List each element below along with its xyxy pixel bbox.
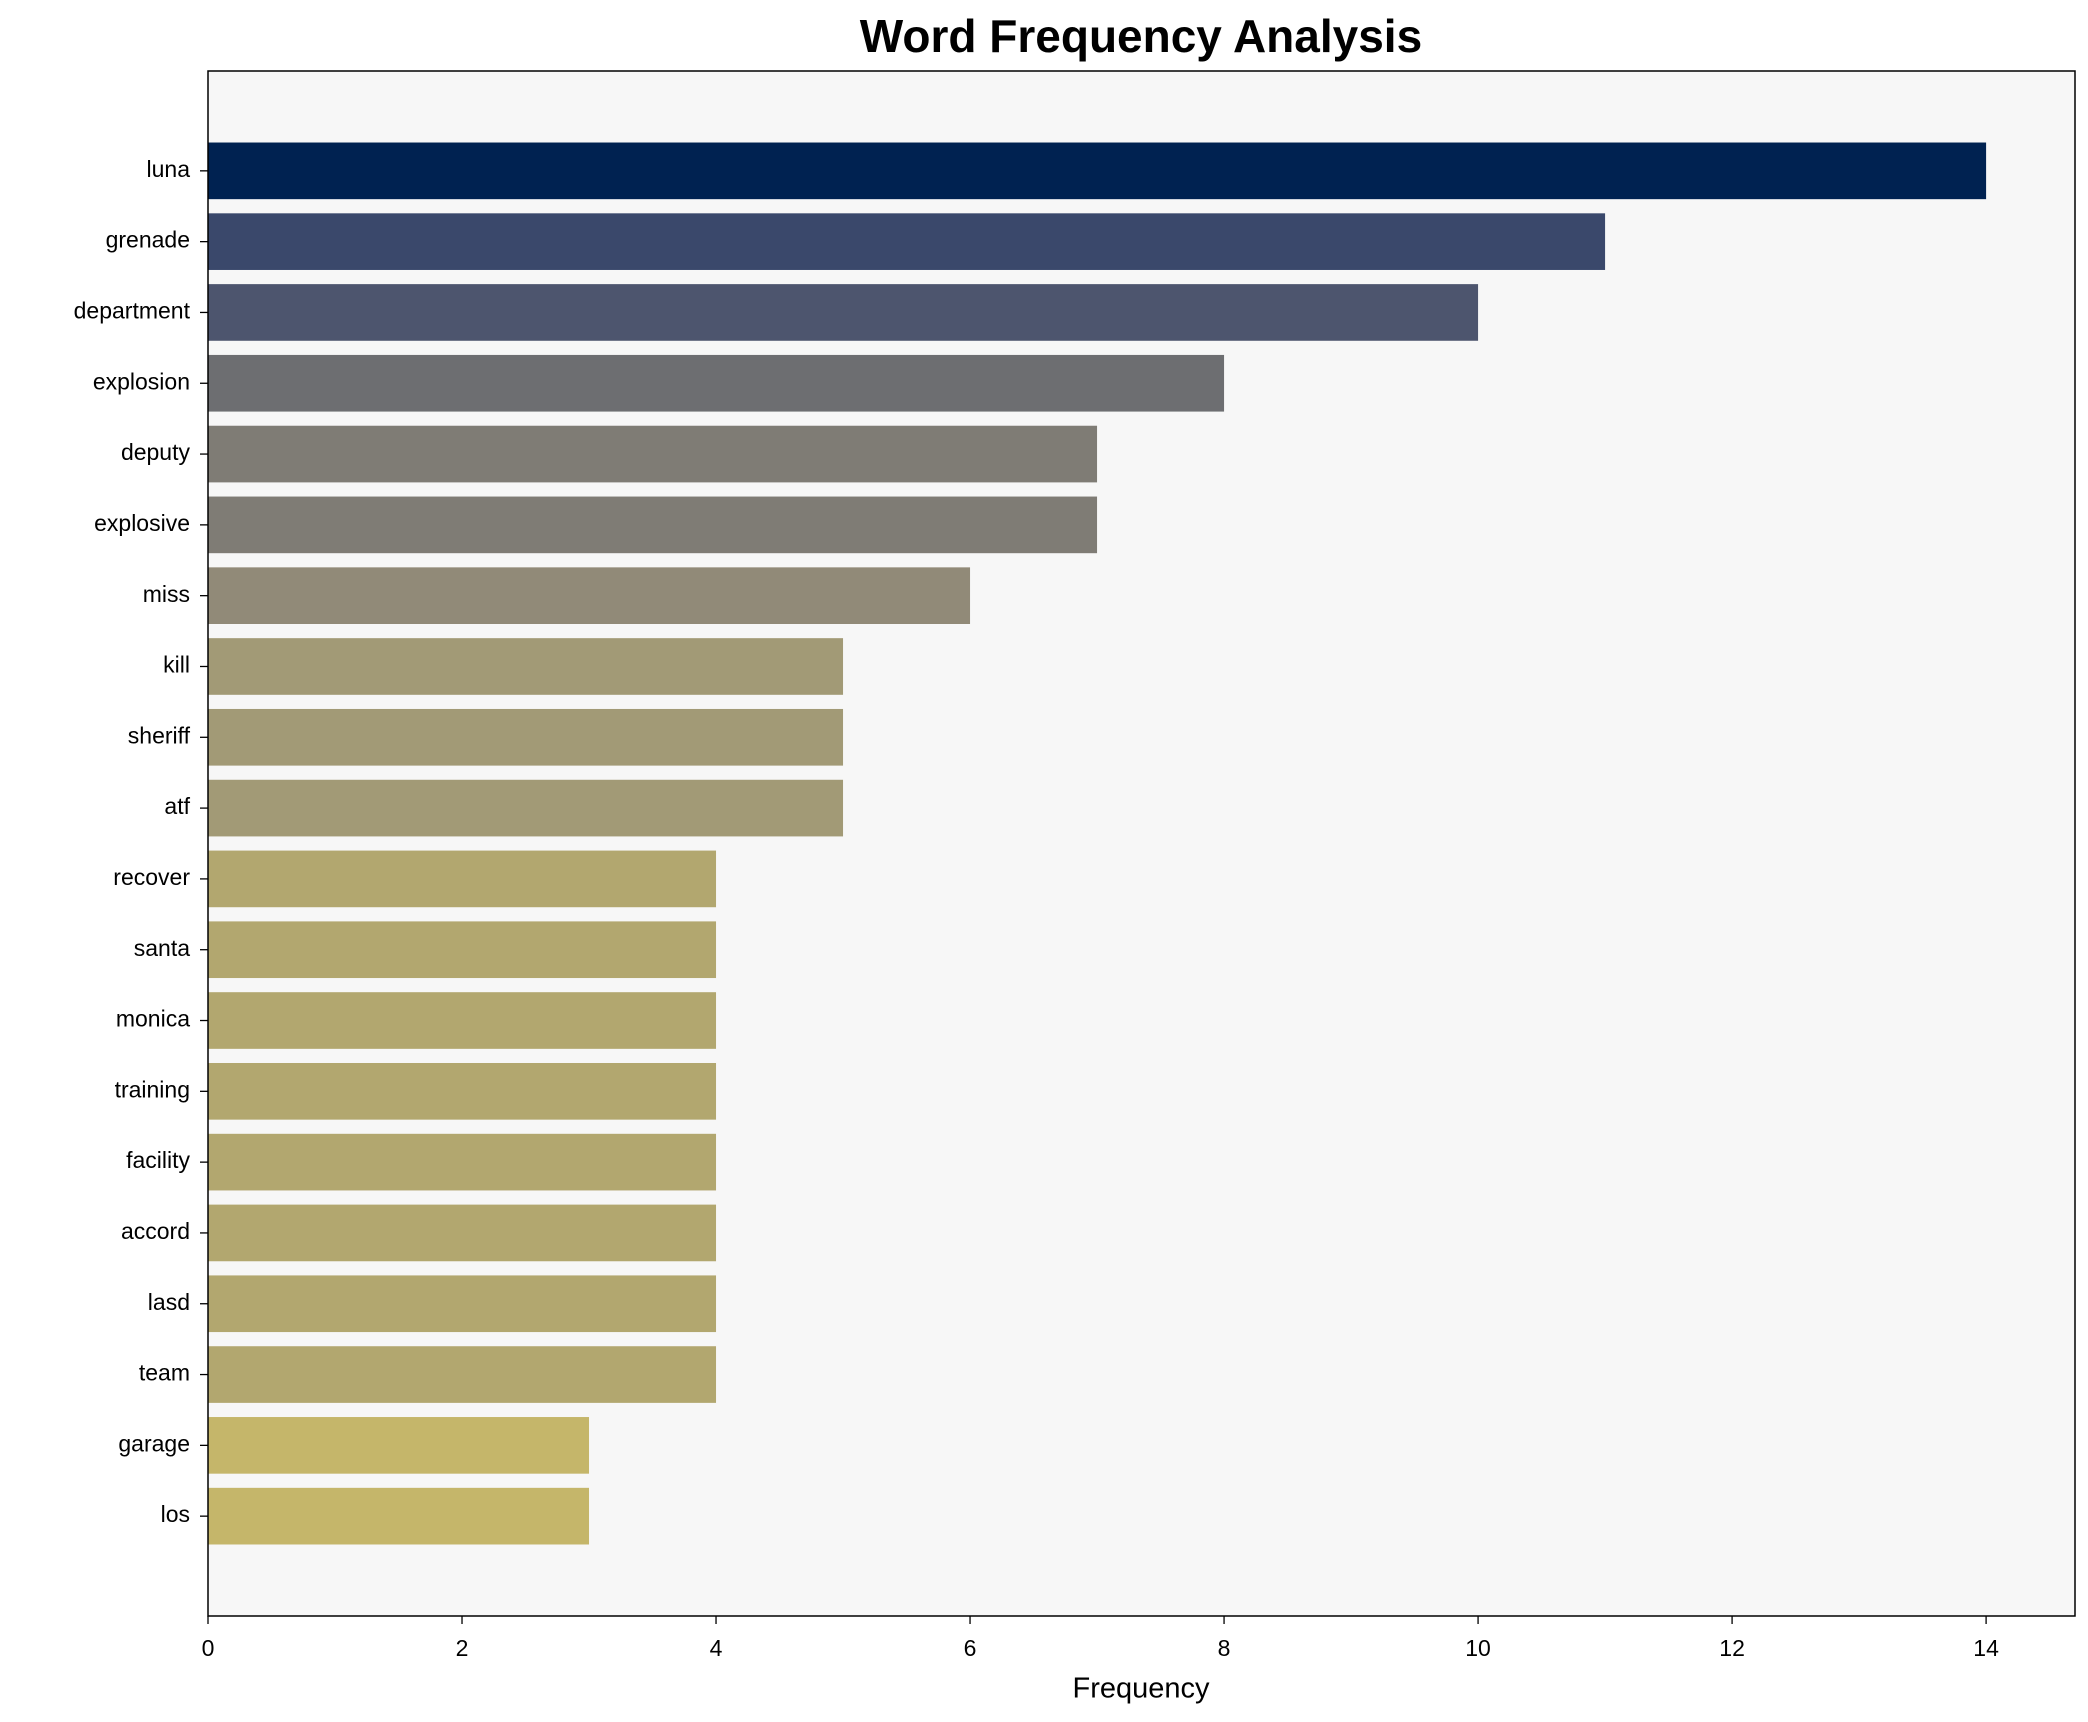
bar [208, 567, 971, 624]
y-tick-label: accord [121, 1218, 190, 1244]
y-tick-label: deputy [121, 439, 191, 465]
bar [208, 1487, 590, 1545]
x-axis-label: Frequency [1072, 1673, 1210, 1705]
y-tick-label: luna [147, 156, 191, 182]
x-tick-label: 4 [710, 1635, 723, 1661]
bar [208, 921, 717, 979]
bar [208, 142, 1987, 200]
y-tick-label: santa [134, 935, 190, 961]
bar [208, 1063, 717, 1120]
y-tick-label: explosion [93, 368, 190, 394]
y-tick-label: monica [116, 1006, 190, 1032]
y-tick-label: garage [118, 1430, 190, 1456]
y-tick-label: sheriff [128, 722, 191, 748]
bar [208, 1133, 717, 1191]
x-tick-label: 10 [1465, 1635, 1491, 1661]
bar [208, 1346, 717, 1403]
bar [208, 638, 844, 695]
y-tick-label: miss [143, 581, 190, 607]
bar [208, 1275, 717, 1333]
bar [208, 425, 1098, 483]
x-tick-label: 14 [1973, 1635, 1999, 1661]
y-tick-label: grenade [106, 227, 190, 253]
y-tick-label: explosive [94, 510, 190, 536]
y-tick-label: lasd [148, 1289, 190, 1315]
bar [208, 213, 1606, 270]
bar [208, 1417, 590, 1474]
x-tick-label: 8 [1218, 1635, 1231, 1661]
bar [208, 779, 844, 837]
chart-title: Word Frequency Analysis [860, 10, 1422, 62]
y-tick-label: training [115, 1076, 190, 1102]
bar [208, 992, 717, 1049]
marks: 0 2 4 6 8 10 12 14 luna grenade department explosio… [74, 142, 1999, 1661]
bar [208, 354, 1225, 412]
y-tick-label: facility [126, 1147, 190, 1173]
y-tick-label: atf [164, 793, 190, 819]
y-tick-label: los [161, 1501, 190, 1527]
x-tick-label: 0 [202, 1635, 215, 1661]
x-tick-label: 2 [456, 1635, 469, 1661]
bar [208, 850, 717, 908]
y-tick-label: recover [113, 864, 190, 890]
x-tick-label: 6 [964, 1635, 977, 1661]
bar [208, 708, 844, 766]
bar [208, 1204, 717, 1262]
bar [208, 284, 1479, 341]
x-tick-label: 12 [1719, 1635, 1745, 1661]
plot-frame [207, 70, 2076, 1617]
y-tick-label: department [74, 298, 191, 324]
y-tick-label: kill [163, 652, 190, 678]
y-tick-label: team [139, 1360, 190, 1386]
bar [208, 496, 1098, 554]
